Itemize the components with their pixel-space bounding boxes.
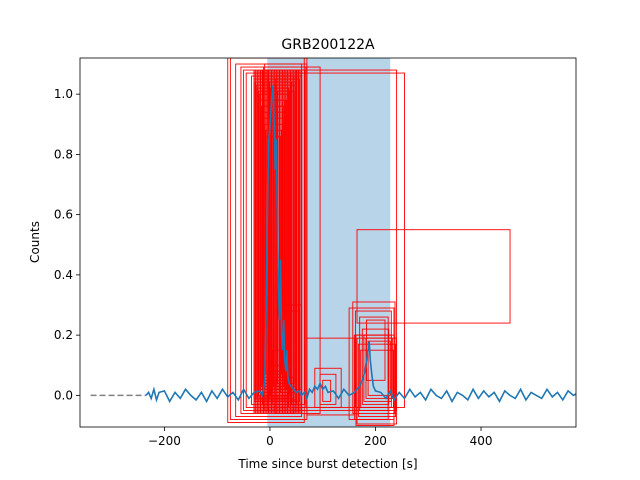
x-tick-label: 0: [266, 434, 274, 448]
x-tick-label: −200: [148, 434, 181, 448]
plot-area: [90, 58, 576, 427]
detection-box: [356, 337, 398, 425]
x-axis: −200 0 200 400: [148, 427, 493, 448]
detection-box: [353, 334, 389, 420]
detection-box: [358, 343, 396, 417]
series-line: [145, 85, 576, 404]
detection-box: [356, 229, 511, 324]
y-tick-label: 0.8: [54, 147, 73, 161]
x-axis-label: Time since burst detection [s]: [237, 457, 417, 471]
detection-box: [352, 301, 396, 414]
y-tick-label: 0.0: [54, 388, 73, 402]
y-axis: 0.0 0.2 0.4 0.6 0.8 1.0: [54, 87, 80, 402]
x-tick-label: 200: [364, 434, 387, 448]
detection-box: [360, 349, 394, 408]
chart-title: GRB200122A: [281, 37, 375, 53]
detection-box: [243, 69, 398, 411]
plot-frame: [79, 57, 577, 428]
y-tick-label: 0.6: [54, 208, 73, 222]
detection-box: [367, 340, 391, 396]
y-tick-label: 0.4: [54, 268, 73, 282]
y-tick-label: 0.2: [54, 328, 73, 342]
detection-box: [227, 58, 305, 423]
y-axis-label: Counts: [28, 221, 42, 263]
detection-boxes: [227, 58, 511, 426]
y-tick-label: 1.0: [54, 87, 73, 101]
detection-box: [361, 328, 390, 405]
x-tick-label: 400: [470, 434, 493, 448]
detection-box: [319, 373, 337, 405]
